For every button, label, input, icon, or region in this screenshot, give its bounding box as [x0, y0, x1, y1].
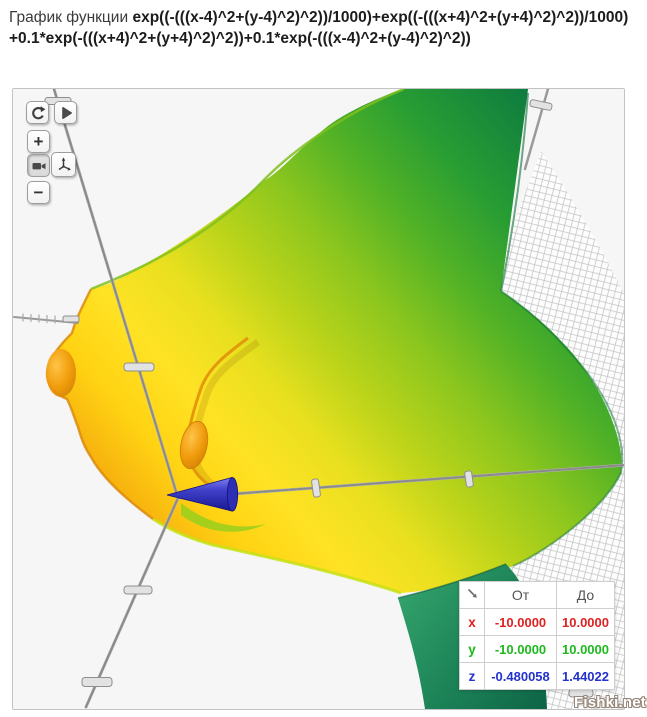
- surface-bump-nipple-left: [46, 349, 76, 397]
- axes-3d-icon: [58, 157, 71, 171]
- column-header-to: До: [556, 581, 615, 609]
- watermark: Fishki.net: [573, 694, 646, 711]
- axis-ticks: [44, 97, 594, 698]
- table-row-x: x -10.0000 10.0000: [459, 608, 615, 636]
- plot-panel: + − От: [12, 88, 625, 710]
- axis-label-x: x: [459, 608, 485, 636]
- y-axis-line: [84, 496, 180, 709]
- plus-icon: +: [33, 132, 44, 151]
- x-to-value: 10.0000: [556, 608, 615, 636]
- column-header-from: От: [484, 581, 557, 609]
- play-icon: [61, 106, 72, 119]
- surface-front-sheet: [45, 89, 624, 595]
- table-row-y: y -10.0000 10.0000: [459, 635, 615, 663]
- x-from-value: -10.0000: [484, 608, 557, 636]
- axis-label-y: y: [459, 635, 485, 663]
- orientation-button[interactable]: [51, 152, 76, 177]
- reset-view-button[interactable]: [26, 101, 49, 124]
- z-from-value: -0.480058: [484, 662, 557, 690]
- surface-bump-nipple-center: [179, 420, 209, 470]
- y-from-value: -10.0000: [484, 635, 557, 663]
- x-axis-line: [176, 463, 624, 500]
- page-title: График функции exp((-(((x-4)^2+(y-4)^2)^…: [0, 0, 647, 53]
- play-button[interactable]: [54, 101, 77, 124]
- table-corner-cell: [459, 581, 485, 609]
- axis-ranges-table: От До x -10.0000 10.0000 y -10.0000 10.0…: [459, 581, 615, 690]
- rotate-icon: [31, 105, 45, 119]
- videocam-icon: [32, 162, 45, 169]
- minus-icon: −: [33, 183, 44, 202]
- camera-button[interactable]: [27, 154, 50, 177]
- zoom-out-button[interactable]: −: [27, 181, 50, 204]
- axis-ruler-marks: [22, 313, 56, 324]
- axis-arrow-cone: [166, 477, 239, 512]
- z-to-value: 1.44022: [556, 662, 615, 690]
- table-header-row: От До: [459, 581, 615, 609]
- diagonal-arrow-icon: [467, 588, 477, 598]
- zoom-in-button[interactable]: +: [27, 130, 50, 153]
- title-prefix: График функции: [9, 9, 129, 26]
- function-formula: exp((-(((x-4)^2+(y-4)^2)^2))/1000)+exp((…: [9, 9, 629, 48]
- y-to-value: 10.0000: [556, 635, 615, 663]
- table-row-z: z -0.480058 1.44022: [459, 662, 615, 690]
- axis-label-z: z: [459, 662, 485, 690]
